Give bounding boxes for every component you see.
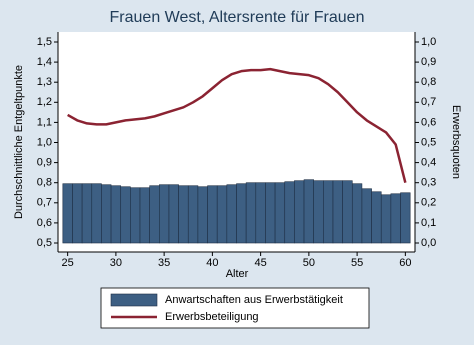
- bar: [216, 185, 228, 244]
- bar: [120, 186, 131, 244]
- y2-tick-label: 1,0: [421, 36, 436, 48]
- bar: [313, 180, 324, 244]
- bar: [332, 180, 343, 244]
- y-tick-label: 0,5: [37, 237, 52, 249]
- bar: [400, 192, 411, 244]
- bar: [351, 183, 363, 244]
- y2-tick-label: 0,4: [421, 157, 436, 169]
- bar: [130, 187, 141, 244]
- bar: [149, 185, 160, 244]
- y-tick-label: 1,0: [37, 136, 52, 148]
- y2-tick-label: 0,2: [421, 197, 436, 209]
- y2-tick-label: 0,1: [421, 217, 436, 229]
- x-tick-label: 50: [303, 257, 315, 269]
- bar: [245, 182, 257, 244]
- bar: [390, 193, 401, 244]
- legend-label: Erwerbsbeteiligung: [165, 311, 259, 323]
- bar: [236, 183, 247, 244]
- bar: [139, 187, 150, 244]
- y-tick-label: 1,5: [37, 36, 52, 48]
- bar: [265, 182, 276, 244]
- bar: [371, 191, 382, 244]
- y2-tick-label: 0,7: [421, 96, 436, 108]
- bar: [81, 183, 93, 244]
- y-tick-label: 1,4: [37, 56, 52, 68]
- y2-tick-label: 0,0: [421, 237, 436, 249]
- y-tick-label: 0,6: [37, 217, 52, 229]
- y2-tick-label: 0,6: [421, 116, 436, 128]
- x-tick-label: 35: [158, 257, 170, 269]
- y-axis-title: Durchschnittliche Entgeltpunkte: [13, 65, 25, 219]
- y2-axis-title: Erwerbsquoten: [450, 105, 462, 179]
- bar: [72, 183, 83, 244]
- y-tick-label: 0,9: [37, 157, 52, 169]
- y-tick-label: 0,7: [37, 197, 52, 209]
- bar: [178, 185, 189, 244]
- bar: [303, 179, 314, 244]
- y2-tick-label: 0,8: [421, 76, 436, 88]
- y-tick-label: 0,8: [37, 177, 52, 189]
- bar: [323, 180, 334, 244]
- y-tick-label: 1,2: [37, 96, 52, 108]
- line: [67, 67, 407, 184]
- x-tick-label: 60: [399, 257, 411, 269]
- x-tick-label: 45: [254, 257, 266, 269]
- bar: [255, 182, 266, 244]
- bar: [159, 184, 170, 244]
- bar: [91, 183, 102, 244]
- y2-tick-label: 0,9: [421, 56, 436, 68]
- y-tick-label: 1,1: [37, 116, 52, 128]
- x-tick-label: 30: [110, 257, 122, 269]
- bar: [380, 194, 392, 244]
- x-tick-label: 55: [351, 257, 363, 269]
- x-tick-label: 25: [62, 257, 74, 269]
- x-axis-title: Alter: [226, 268, 249, 280]
- y2-tick-label: 0,5: [421, 136, 436, 148]
- bar: [101, 184, 112, 244]
- bar: [187, 185, 199, 244]
- bar: [361, 188, 372, 244]
- x-tick-label: 40: [206, 257, 218, 269]
- bar: [226, 184, 237, 244]
- bar: [110, 185, 122, 244]
- bar: [294, 180, 305, 244]
- bar: [284, 181, 295, 244]
- y2-tick-label: 0,3: [421, 177, 436, 189]
- bar: [342, 180, 353, 244]
- y-tick-label: 1,3: [37, 76, 52, 88]
- bar: [274, 182, 286, 244]
- chart-title: Frauen West, Altersrente für Frauen: [110, 9, 365, 26]
- bar: [207, 185, 218, 244]
- legend-swatch: [110, 293, 158, 307]
- legend-label: Anwartschaften aus Erwerbstätigkeit: [165, 294, 343, 306]
- bar: [197, 186, 208, 244]
- bar: [168, 184, 179, 244]
- bar: [62, 183, 73, 244]
